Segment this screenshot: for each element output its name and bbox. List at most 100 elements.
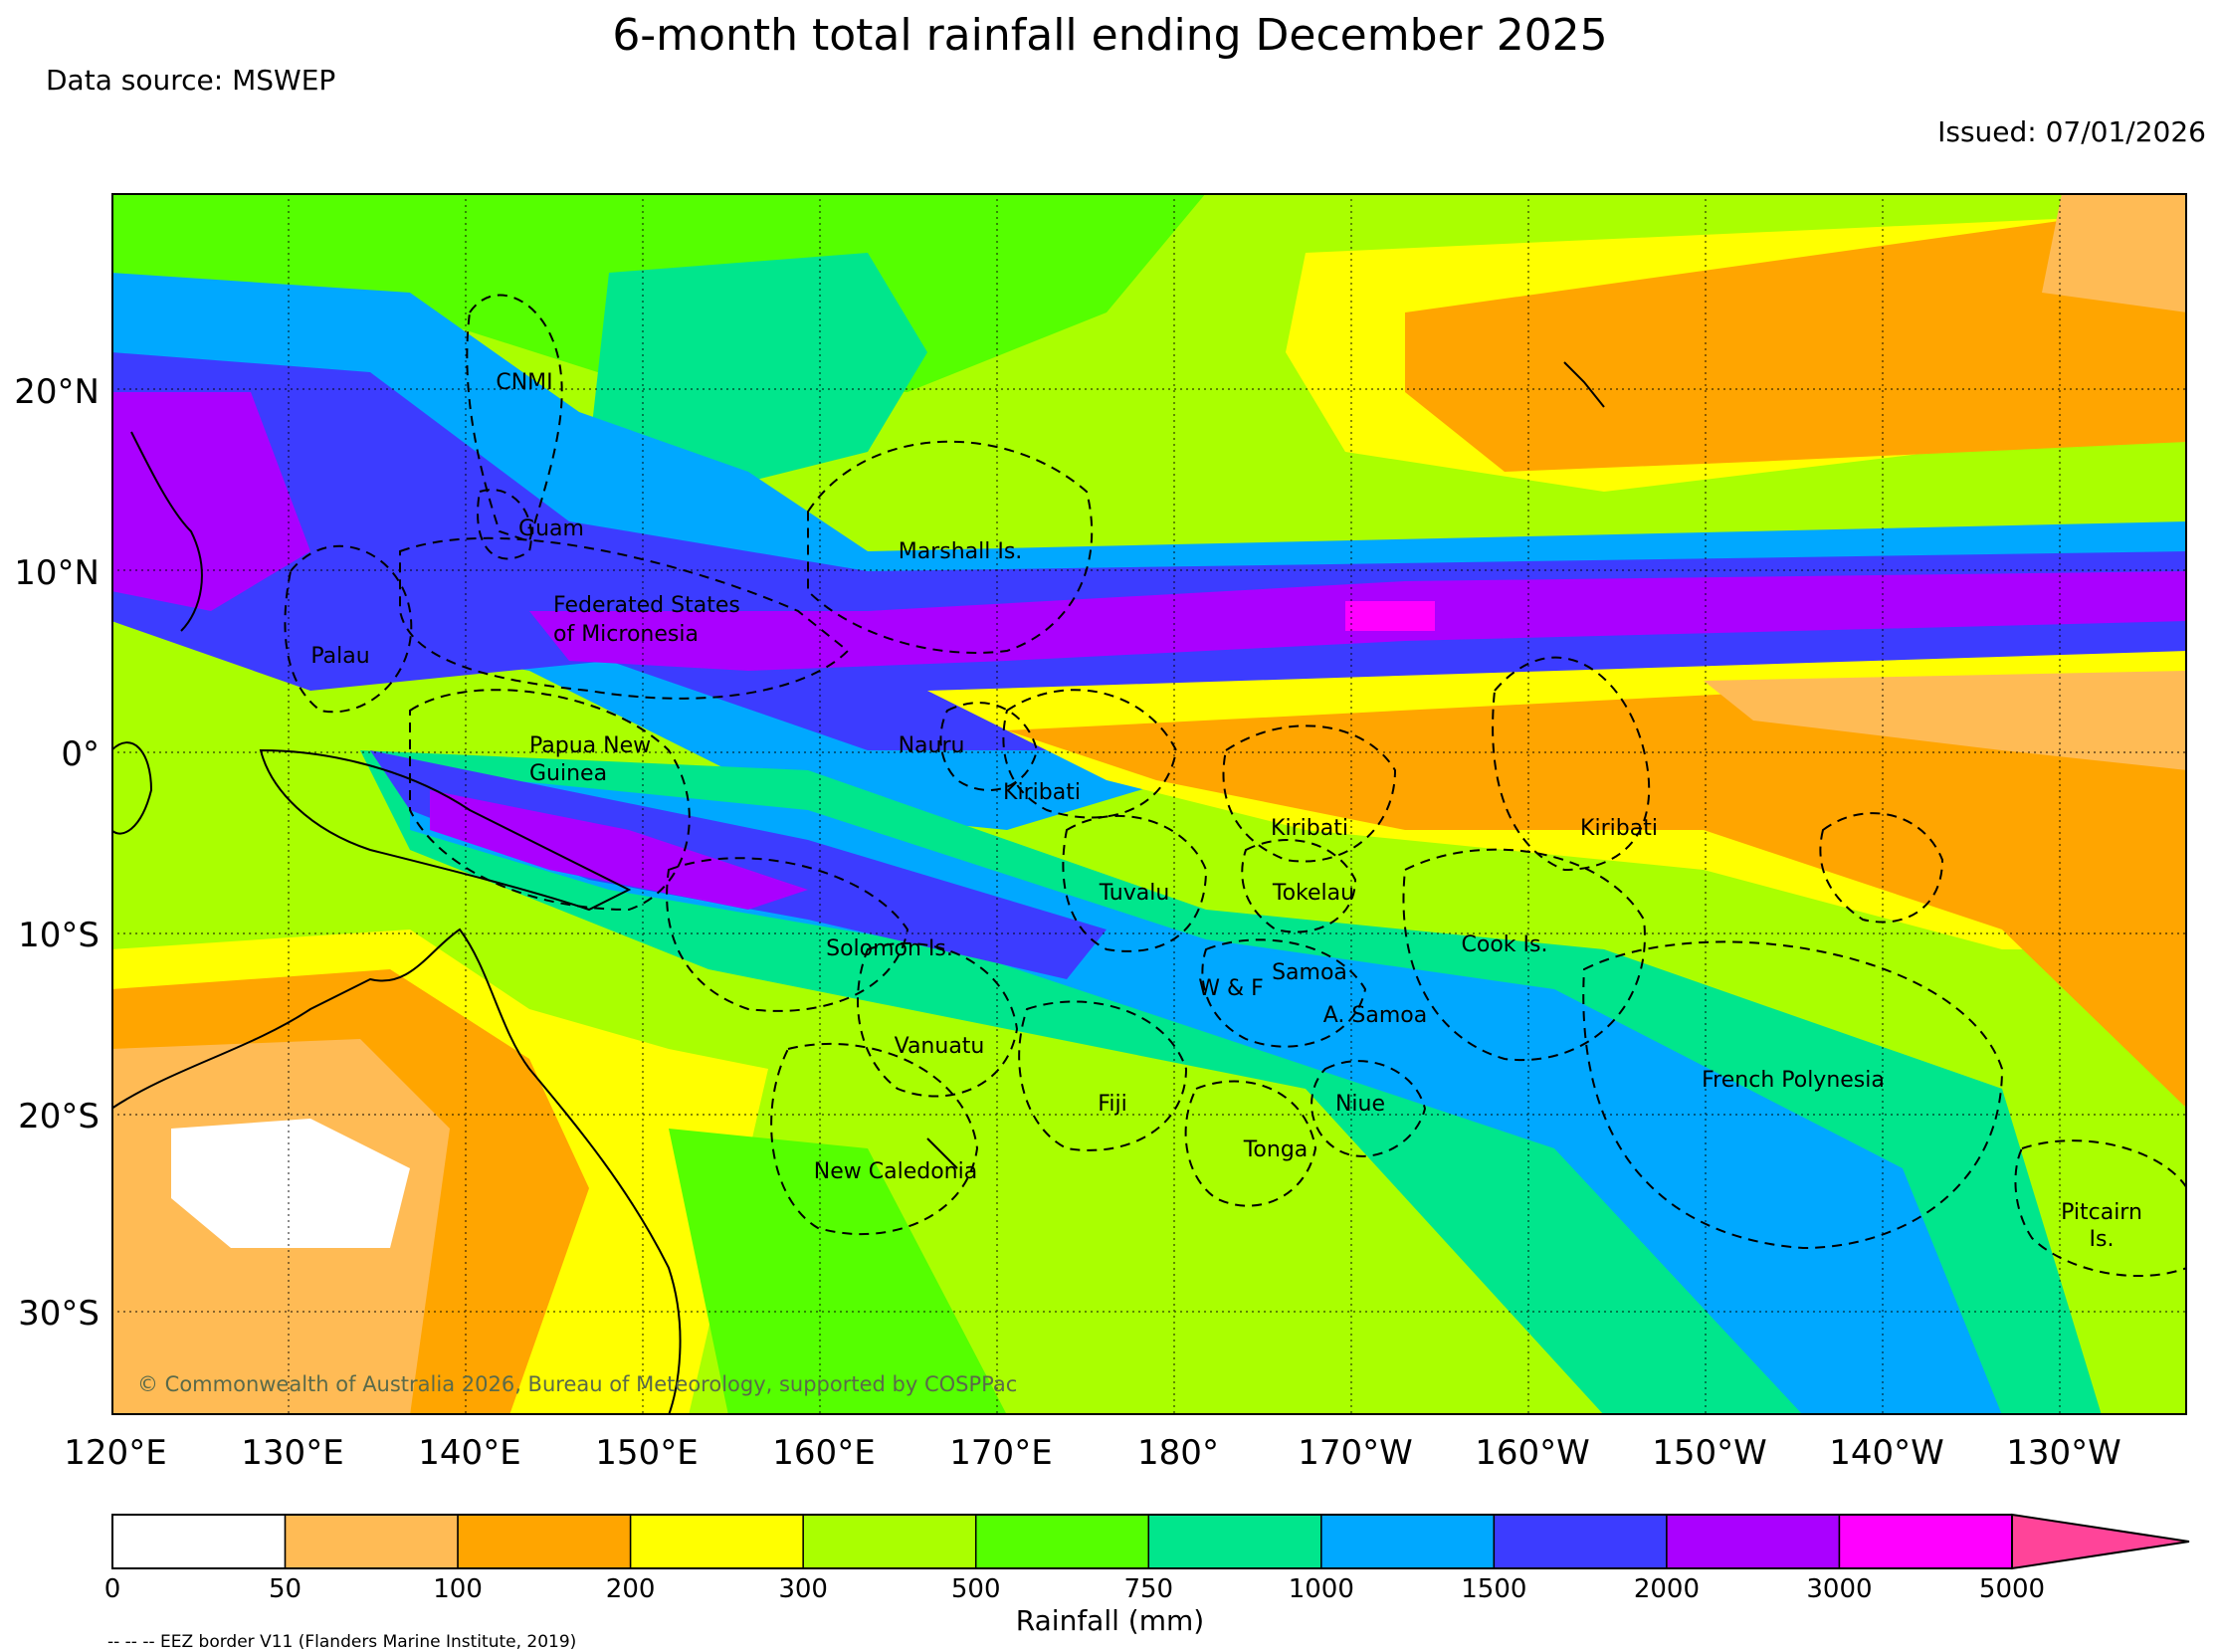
- label-fiji: Fiji: [1098, 1092, 1126, 1117]
- label-pitcairn-line2: Is.: [2090, 1227, 2115, 1252]
- eez-wallis-samoa: [1201, 938, 1367, 1048]
- coast-new-guinea: [259, 748, 632, 912]
- colorbar-tick-label: 3000: [1806, 1574, 1873, 1604]
- label-tonga: Tonga: [1243, 1137, 1309, 1162]
- colorbar-segment: [1838, 1514, 2013, 1569]
- eez-borders: [284, 294, 2187, 1278]
- rain-band-aus-green: [669, 1129, 1007, 1415]
- colorbar-tick-label: 50: [268, 1574, 303, 1604]
- lon-label-130W: 130°W: [2006, 1433, 2121, 1473]
- label-palau: Palau: [310, 644, 369, 669]
- eez-tokelau: [1241, 839, 1357, 933]
- eez-marquesas: [1819, 812, 1944, 924]
- colorbar-tick-label: 750: [1123, 1574, 1174, 1604]
- colorbar-tick-label: 2000: [1633, 1574, 1700, 1604]
- rainfall-colorbar: [111, 1513, 2190, 1570]
- eez-guam: [477, 489, 532, 560]
- eez-fsm: [399, 536, 850, 700]
- colorbar-tick-label: 100: [433, 1574, 483, 1604]
- eez-png: [409, 689, 691, 912]
- colorbar-segment: [1147, 1514, 1322, 1569]
- coast-new-caledonia: [926, 1137, 958, 1169]
- lat-label-0: 0°: [61, 734, 100, 774]
- eez-vanuatu: [857, 941, 1019, 1098]
- label-tuvalu: Tuvalu: [1099, 881, 1170, 906]
- rain-band-png-purple: [430, 790, 808, 910]
- label-fsm-line1: Federated States: [553, 593, 740, 618]
- colorbar-label: Rainfall (mm): [1015, 1604, 1205, 1637]
- coast-hawaii: [1563, 361, 1605, 408]
- eez-tuvalu: [1062, 815, 1208, 952]
- label-cnmi: CNMI: [496, 370, 552, 395]
- label-pitcairn-line1: Pitcairn: [2061, 1200, 2142, 1225]
- colorbar-segment: [457, 1514, 632, 1569]
- lon-label-160E: 160°E: [772, 1433, 876, 1473]
- map-title: 6-month total rainfall ending December 2…: [612, 10, 1608, 61]
- eez-nauru: [939, 702, 1039, 791]
- label-marshall: Marshall Is.: [899, 539, 1023, 564]
- rain-band-eq-orange: [1007, 671, 2187, 1109]
- label-american-samoa: A. Samoa: [1323, 1003, 1427, 1028]
- label-fsm-line2: of Micronesia: [553, 622, 699, 647]
- colorbar-extend-arrow: [2011, 1513, 2190, 1570]
- colorbar-frame: [111, 1514, 2013, 1569]
- rainfall-map: CNMI Guam Marshall Is. Federated States …: [111, 193, 2187, 1415]
- label-nauru: Nauru: [899, 733, 965, 758]
- eez-kiribati-central: [1222, 724, 1397, 863]
- eez-tonga: [1184, 1080, 1317, 1207]
- colorbar-tick-label: 1000: [1288, 1574, 1354, 1604]
- label-vanuatu: Vanuatu: [895, 1034, 985, 1059]
- rain-band-north-teal: [589, 253, 927, 492]
- colorbar-segment: [111, 1514, 287, 1569]
- coastlines: [111, 361, 1605, 1415]
- rain-band-north-orange: [1405, 203, 2187, 472]
- colorbar-segment: [1320, 1514, 1496, 1569]
- data-source-label: Data source: MSWEP: [46, 64, 336, 97]
- lon-label-180: 180°: [1137, 1433, 1219, 1473]
- region-labels: CNMI Guam Marshall Is. Federated States …: [310, 370, 2142, 1252]
- lat-label-20N: 20°N: [14, 372, 100, 412]
- lat-label-10N: 10°N: [14, 553, 100, 593]
- lon-label-140E: 140°E: [418, 1433, 521, 1473]
- label-new-caledonia: New Caledonia: [814, 1159, 977, 1184]
- eez-new-caledonia: [770, 1042, 979, 1236]
- eez-palau: [284, 544, 413, 714]
- issued-date-label: Issued: 07/01/2026: [1937, 115, 2206, 148]
- lon-label-170W: 170°W: [1298, 1433, 1413, 1473]
- colorbar-tick-label: 0: [103, 1574, 121, 1604]
- colorbar-segment: [974, 1514, 1150, 1569]
- coast-philippines: [130, 431, 203, 632]
- rain-band-north-lightorange: [2042, 193, 2187, 312]
- coast-australia: [111, 928, 682, 1415]
- rain-band-eq-lightorange: [1704, 671, 2187, 770]
- eez-marshall: [807, 440, 1094, 654]
- eez-french-polynesia: [1582, 940, 2004, 1250]
- label-tokelau: Tokelau: [1272, 881, 1354, 906]
- colorbar-tick-label: 200: [605, 1574, 656, 1604]
- lon-label-170E: 170°E: [949, 1433, 1053, 1473]
- lon-label-160W: 160°W: [1475, 1433, 1590, 1473]
- colorbar-segment: [1666, 1514, 1841, 1569]
- rain-band-spcz-indigo: [370, 750, 1107, 979]
- rain-band-aus-white: [171, 1119, 410, 1248]
- label-kiribati-west: Kiribati: [1003, 780, 1081, 805]
- lon-label-140W: 140°W: [1829, 1433, 1944, 1473]
- eez-border-note: -- -- -- EEZ border V11 (Flanders Marine…: [107, 1632, 577, 1652]
- eez-pitcairn: [2014, 1139, 2187, 1278]
- coast-borneo: [111, 741, 153, 835]
- label-wallis-futuna: W & F: [1198, 976, 1264, 1001]
- lat-label-10S: 10°S: [18, 916, 100, 955]
- lon-label-120E: 120°E: [64, 1433, 167, 1473]
- lon-label-150W: 150°W: [1652, 1433, 1767, 1473]
- eez-cook: [1402, 848, 1646, 1062]
- colorbar-segments: [111, 1514, 2013, 1569]
- colorbar-tick-label: 1500: [1461, 1574, 1527, 1604]
- lon-label-130E: 130°E: [241, 1433, 344, 1473]
- label-png-line2: Guinea: [529, 761, 607, 786]
- label-french-polynesia: French Polynesia: [1702, 1068, 1885, 1093]
- colorbar-tick-label: 300: [778, 1574, 828, 1604]
- colorbar-tick-label: 500: [950, 1574, 1001, 1604]
- colorbar-segment: [284, 1514, 459, 1569]
- label-png-line1: Papua New: [529, 733, 651, 758]
- eez-kiribati-west: [1002, 689, 1178, 819]
